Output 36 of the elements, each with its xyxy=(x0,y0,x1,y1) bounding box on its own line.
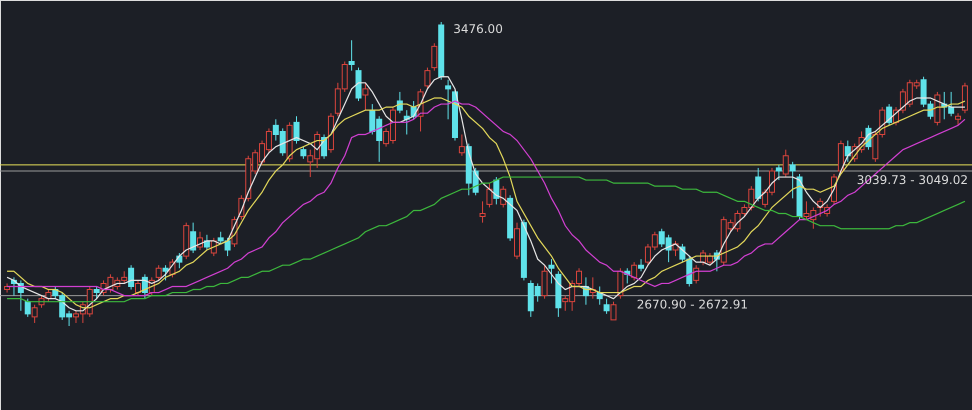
candlestick xyxy=(955,112,962,126)
candlestick xyxy=(755,167,762,202)
candlestick xyxy=(486,182,492,208)
candlestick xyxy=(293,116,300,144)
candlestick xyxy=(844,140,851,162)
candlestick xyxy=(790,161,796,199)
candlestick xyxy=(362,82,368,111)
candlestick xyxy=(4,282,10,294)
candlestick xyxy=(135,280,141,296)
candlestick xyxy=(493,176,500,205)
annotation: 2670.90 - 2672.91 xyxy=(636,298,748,312)
candlestick xyxy=(300,146,306,160)
candlestick xyxy=(548,258,554,284)
candlestick xyxy=(32,304,38,324)
candlestick xyxy=(94,286,100,300)
candlestick xyxy=(782,149,789,178)
candlestick xyxy=(431,42,438,72)
candlestick xyxy=(604,298,610,314)
candlestick xyxy=(348,40,355,72)
candlestick xyxy=(776,164,782,181)
candlestick xyxy=(480,200,486,224)
candlestick xyxy=(610,301,616,320)
candlestick xyxy=(424,67,430,90)
candlestick xyxy=(162,264,169,281)
candlestick xyxy=(190,222,196,254)
candlestick xyxy=(886,104,892,126)
annotation: 3476.00 xyxy=(453,22,503,36)
candlestick xyxy=(321,134,328,160)
candlestick xyxy=(458,134,465,156)
candlestick xyxy=(24,298,31,318)
candlestick xyxy=(638,258,644,272)
candlestick xyxy=(693,264,700,284)
candlestick xyxy=(445,79,452,120)
candlestick xyxy=(156,264,162,281)
candlestick xyxy=(128,264,134,290)
candlestick xyxy=(631,262,638,281)
